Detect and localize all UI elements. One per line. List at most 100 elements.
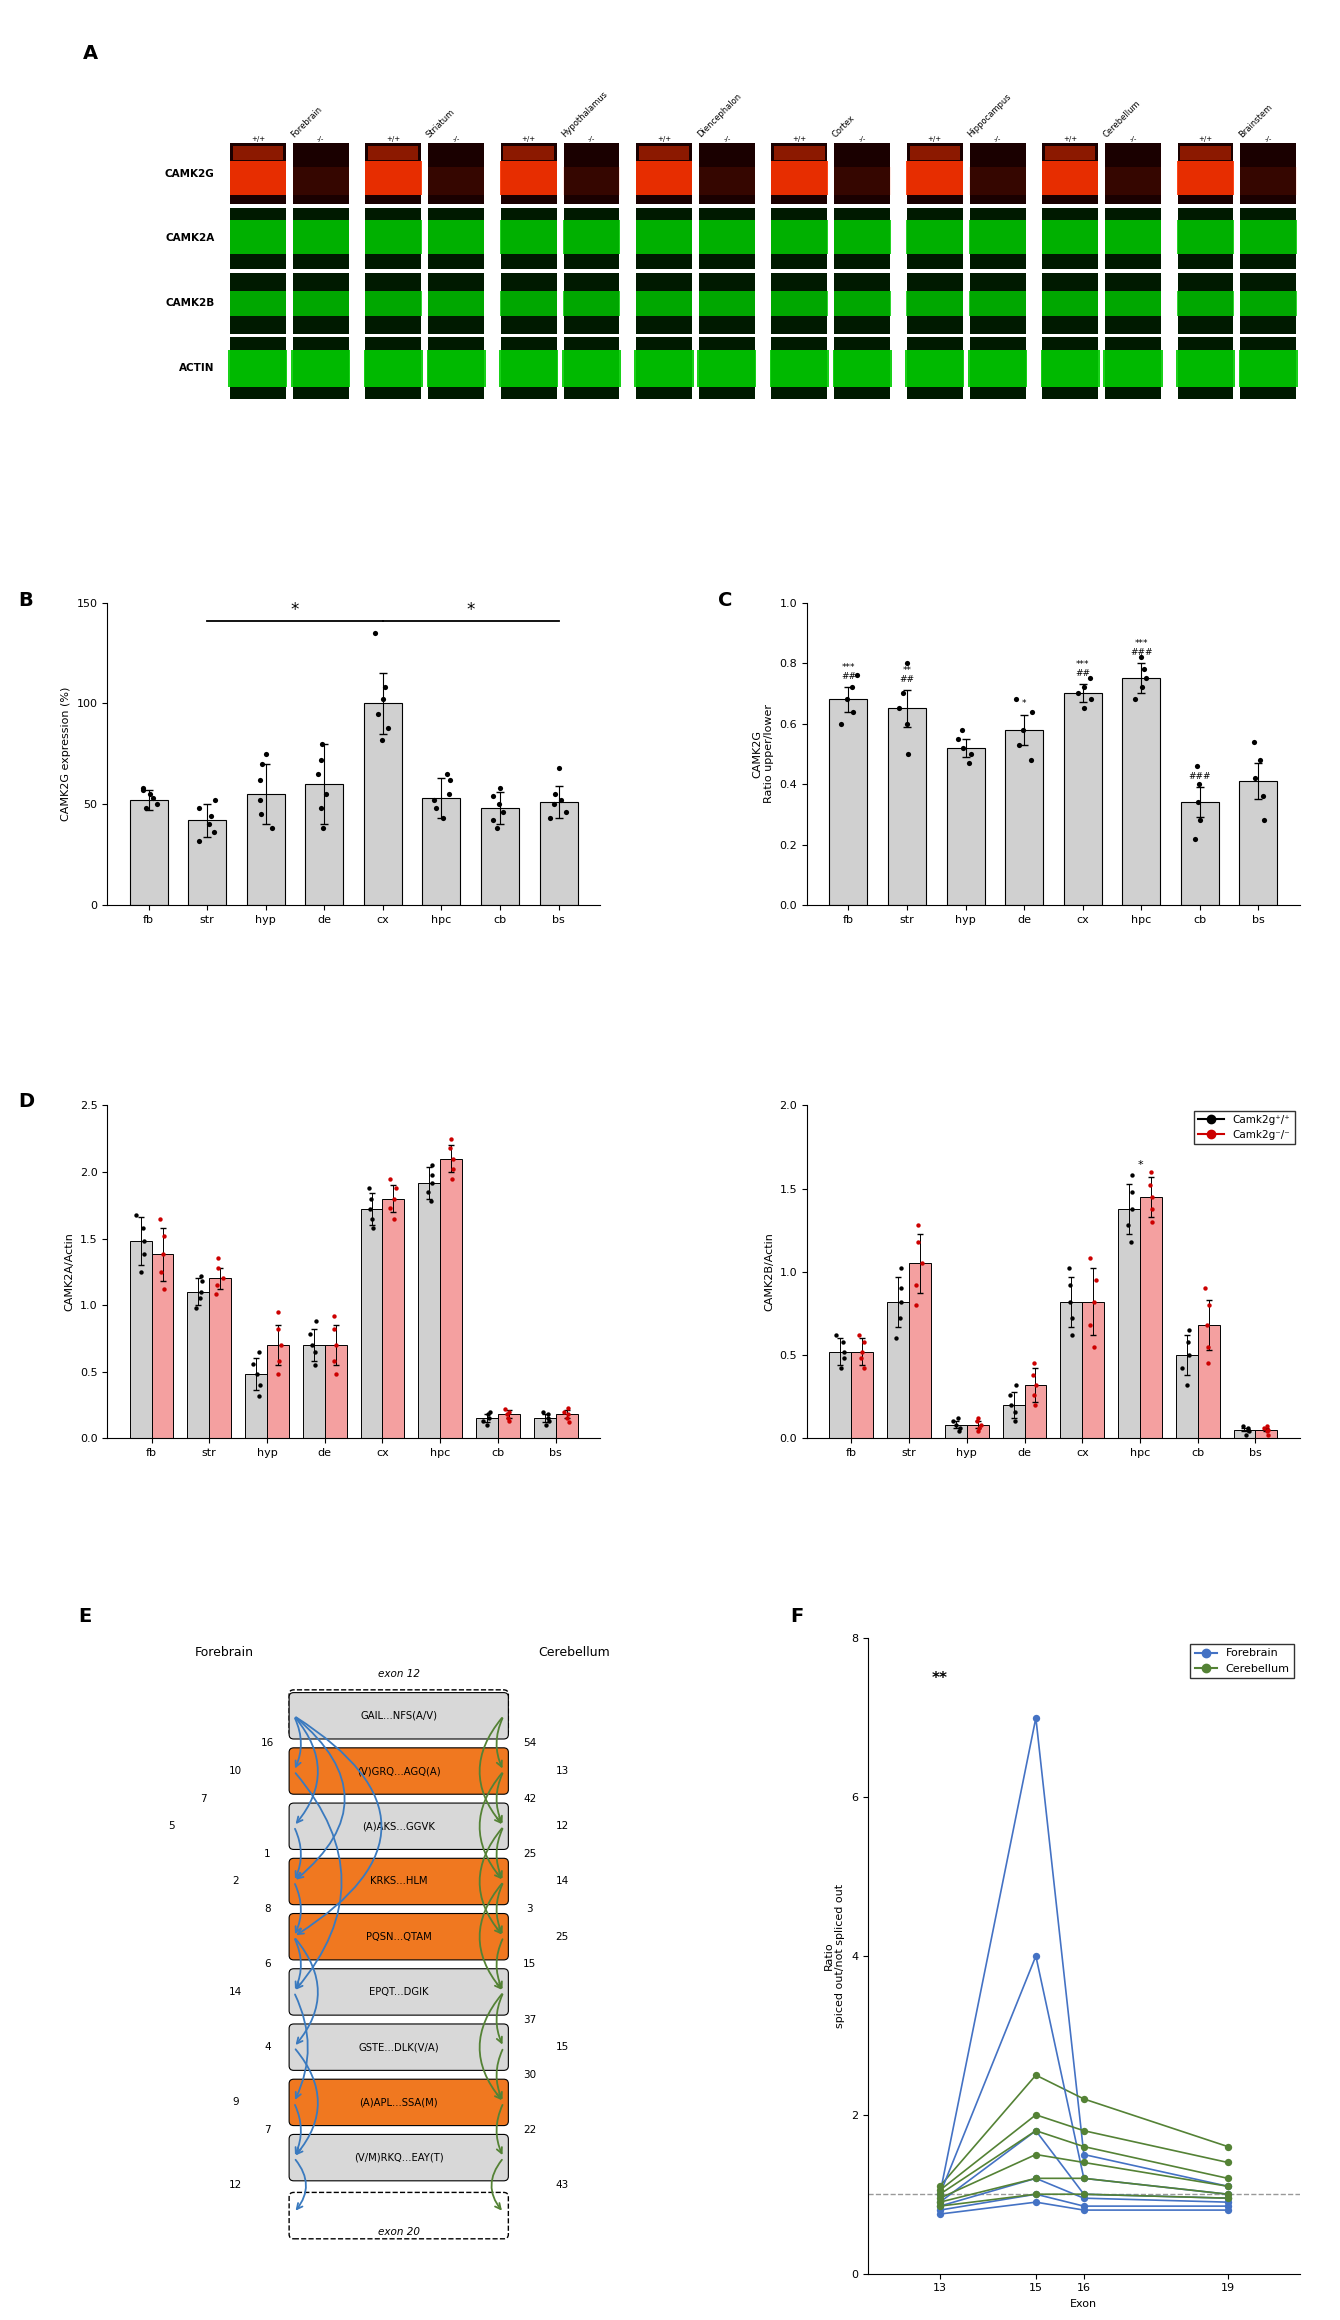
Bar	[833, 290, 891, 316]
Bar	[292, 290, 350, 316]
Text: 54: 54	[524, 1738, 536, 1749]
Point	[323, 1343, 344, 1380]
Point	[249, 1378, 271, 1415]
Bar	[500, 220, 557, 253]
Point	[1025, 2137, 1047, 2174]
Point	[436, 756, 457, 793]
Point	[315, 775, 336, 812]
Point	[379, 1160, 401, 1197]
Point	[1005, 1366, 1026, 1404]
Point	[929, 2176, 950, 2213]
Point	[553, 1392, 575, 1429]
Point	[842, 668, 863, 705]
Text: Striatum: Striatum	[425, 107, 457, 139]
Bar	[1181, 146, 1230, 160]
Point	[421, 1146, 442, 1183]
Bar	[1002, 1406, 1025, 1438]
Point	[472, 1401, 493, 1438]
Point	[1131, 668, 1152, 705]
Bar	[1064, 694, 1101, 905]
Point	[890, 1299, 911, 1336]
Point	[362, 1199, 383, 1237]
Point	[493, 793, 515, 831]
Point	[312, 810, 334, 847]
Point	[848, 1315, 870, 1353]
Point	[421, 1155, 442, 1192]
Bar	[1175, 1355, 1198, 1438]
Bar	[209, 1278, 232, 1438]
Text: E: E	[78, 1608, 91, 1626]
Point	[970, 1406, 992, 1443]
Bar	[1060, 1302, 1083, 1438]
Text: +/+: +/+	[657, 137, 671, 142]
Bar	[851, 1353, 874, 1438]
Text: +/+: +/+	[927, 137, 942, 142]
Point	[1140, 1153, 1162, 1190]
Bar	[501, 144, 556, 204]
Bar	[1241, 209, 1296, 269]
Point	[911, 1246, 933, 1283]
Bar	[888, 708, 926, 905]
Point	[1197, 1327, 1218, 1364]
Bar	[293, 271, 348, 334]
Point	[146, 786, 168, 824]
FancyBboxPatch shape	[289, 2023, 508, 2069]
Point	[135, 789, 157, 826]
Text: 7: 7	[200, 1793, 206, 1803]
Point	[929, 2192, 950, 2230]
Bar	[563, 167, 620, 195]
Bar	[188, 1292, 209, 1438]
Bar	[230, 271, 285, 334]
Bar	[835, 144, 890, 204]
Point	[134, 1237, 155, 1274]
Bar	[699, 271, 754, 334]
Point	[441, 1160, 462, 1197]
Bar	[563, 220, 620, 253]
Point	[200, 798, 221, 835]
Bar	[441, 1158, 462, 1438]
Point	[307, 756, 328, 793]
Point	[966, 1404, 988, 1441]
X-axis label: Exon: Exon	[1071, 2299, 1097, 2308]
Bar	[429, 209, 484, 269]
Point	[886, 1320, 907, 1357]
Bar	[1106, 144, 1160, 204]
Point	[1217, 2178, 1238, 2216]
Y-axis label: CAMK2G
Ratio upper/lower: CAMK2G Ratio upper/lower	[752, 705, 775, 803]
Text: ***
##: *** ##	[842, 664, 856, 682]
Point	[482, 803, 504, 840]
Point	[482, 777, 504, 814]
Point	[1073, 2176, 1095, 2213]
Text: CAMK2G: CAMK2G	[165, 169, 214, 179]
Text: exon 12: exon 12	[378, 1670, 419, 1680]
Text: CAMK2A: CAMK2A	[165, 234, 214, 244]
Point	[1060, 1267, 1081, 1304]
Text: +/+: +/+	[1198, 137, 1213, 142]
Bar	[1045, 146, 1095, 160]
Bar	[1140, 1197, 1162, 1438]
Point	[831, 1350, 852, 1387]
Point	[198, 805, 220, 842]
Bar	[564, 336, 619, 399]
Point	[383, 1181, 405, 1218]
Bar	[501, 271, 556, 334]
Point	[1217, 2167, 1238, 2204]
Bar	[429, 144, 484, 204]
Bar	[635, 290, 693, 316]
Bar	[907, 209, 962, 269]
Text: (V)GRQ...AGQ(A): (V)GRQ...AGQ(A)	[356, 1766, 441, 1777]
Point	[1198, 1346, 1219, 1383]
Point	[947, 719, 969, 756]
Bar	[835, 336, 890, 399]
Point	[478, 1399, 500, 1436]
Point	[131, 1253, 153, 1290]
Point	[1118, 1206, 1139, 1244]
Bar	[504, 146, 553, 160]
Point	[190, 1274, 212, 1311]
Text: B: B	[19, 592, 34, 610]
Point	[953, 728, 974, 766]
Text: Brainstem: Brainstem	[1237, 102, 1274, 139]
Point	[892, 675, 914, 712]
Point	[1022, 1357, 1044, 1394]
Point	[149, 1199, 170, 1237]
